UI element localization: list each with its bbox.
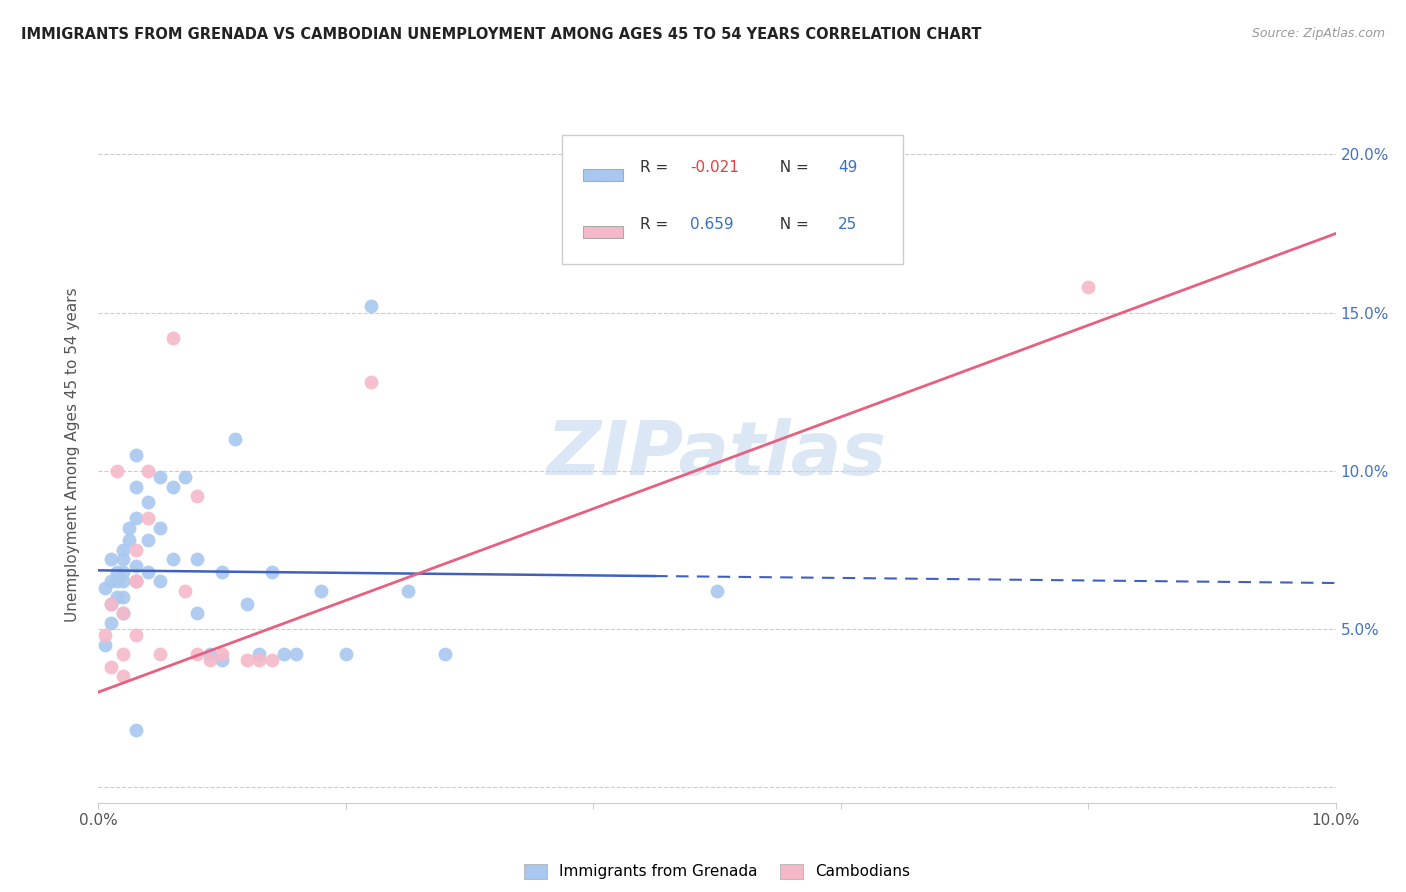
Text: Source: ZipAtlas.com: Source: ZipAtlas.com [1251, 27, 1385, 40]
Point [1077, 280, 1099, 294]
Point [124, 574, 146, 589]
Point [124, 448, 146, 462]
FancyBboxPatch shape [583, 169, 623, 181]
Point [124, 574, 146, 589]
Point [118, 521, 141, 535]
Point [93, 628, 115, 642]
Point [105, 591, 128, 605]
Point [236, 653, 259, 667]
Point [247, 647, 270, 661]
Point [174, 470, 197, 484]
Point [211, 653, 233, 667]
Point [136, 495, 159, 509]
Point [112, 647, 135, 661]
Point [198, 647, 221, 661]
Point [100, 597, 122, 611]
Point [706, 583, 728, 598]
Text: R =: R = [640, 160, 673, 175]
Point [260, 653, 283, 667]
Point [360, 299, 382, 313]
Point [112, 574, 135, 589]
Point [335, 647, 357, 661]
Point [162, 479, 184, 493]
Point [149, 574, 172, 589]
Point [186, 552, 208, 566]
Point [112, 552, 135, 566]
Point [105, 565, 128, 579]
Point [149, 521, 172, 535]
Point [433, 647, 456, 661]
Point [112, 565, 135, 579]
Point [105, 574, 128, 589]
Point [112, 591, 135, 605]
Point [396, 583, 419, 598]
Point [273, 647, 295, 661]
Text: 25: 25 [838, 217, 858, 232]
Point [112, 669, 135, 683]
Text: N =: N = [770, 160, 814, 175]
Point [100, 615, 122, 630]
Point [112, 606, 135, 620]
Point [124, 511, 146, 525]
Y-axis label: Unemployment Among Ages 45 to 54 years: Unemployment Among Ages 45 to 54 years [65, 287, 80, 623]
Point [112, 606, 135, 620]
Point [174, 583, 197, 598]
Point [224, 432, 246, 446]
Text: IMMIGRANTS FROM GRENADA VS CAMBODIAN UNEMPLOYMENT AMONG AGES 45 TO 54 YEARS CORR: IMMIGRANTS FROM GRENADA VS CAMBODIAN UNE… [21, 27, 981, 42]
Legend: Immigrants from Grenada, Cambodians: Immigrants from Grenada, Cambodians [517, 857, 917, 886]
Point [112, 542, 135, 557]
Point [136, 511, 159, 525]
Point [118, 533, 141, 548]
Point [149, 470, 172, 484]
Point [136, 565, 159, 579]
Text: N =: N = [770, 217, 814, 232]
Point [236, 597, 259, 611]
Point [186, 606, 208, 620]
Point [124, 628, 146, 642]
FancyBboxPatch shape [583, 226, 623, 238]
Point [124, 723, 146, 737]
Point [105, 464, 128, 478]
Point [162, 331, 184, 345]
Point [285, 647, 308, 661]
Text: 49: 49 [838, 160, 858, 175]
Point [100, 574, 122, 589]
Text: -0.021: -0.021 [690, 160, 738, 175]
Point [260, 565, 283, 579]
Point [360, 375, 382, 389]
Point [198, 653, 221, 667]
Point [309, 583, 332, 598]
Point [211, 647, 233, 661]
FancyBboxPatch shape [562, 135, 903, 263]
Text: 0.659: 0.659 [690, 217, 734, 232]
Point [124, 542, 146, 557]
Point [162, 552, 184, 566]
Point [100, 597, 122, 611]
Point [186, 489, 208, 503]
Text: R =: R = [640, 217, 678, 232]
Point [100, 552, 122, 566]
Point [93, 581, 115, 595]
Point [247, 653, 270, 667]
Point [149, 647, 172, 661]
Point [186, 647, 208, 661]
Point [124, 574, 146, 589]
Point [100, 660, 122, 674]
Point [93, 638, 115, 652]
Point [211, 565, 233, 579]
Point [124, 479, 146, 493]
Text: ZIPatlas: ZIPatlas [547, 418, 887, 491]
Point [136, 533, 159, 548]
Point [124, 558, 146, 573]
Point [136, 464, 159, 478]
